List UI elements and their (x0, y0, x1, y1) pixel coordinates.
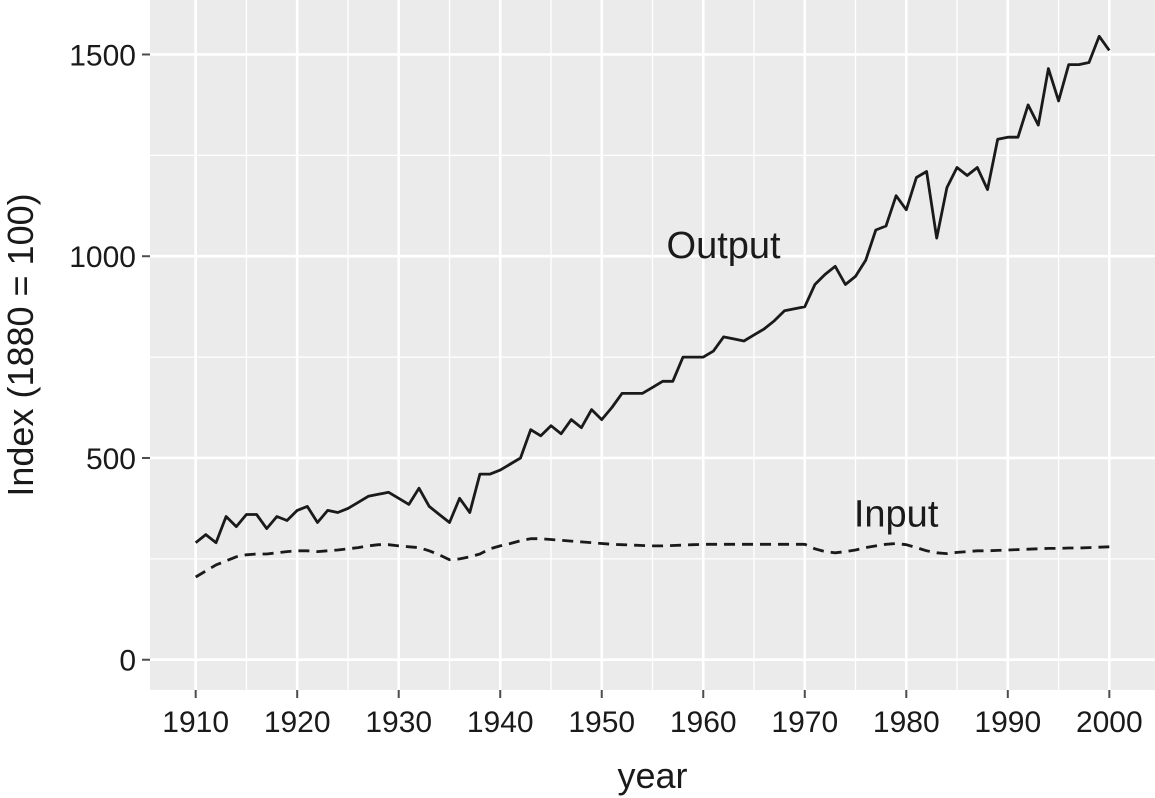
x-tick-label: 1960 (670, 706, 737, 739)
y-tick-label: 1500 (69, 39, 136, 72)
x-tick-label: 1990 (974, 706, 1041, 739)
series-line-output (194, 34, 1111, 545)
y-tick-label: 1000 (69, 241, 136, 274)
x-tick-label: 1950 (568, 706, 635, 739)
axes: 1910 1920 1930 1940 1950 1960 1970 1980 1990 2000… (69, 39, 1142, 739)
x-tick-label: 1970 (771, 706, 838, 739)
series-label-input: Input (854, 494, 939, 536)
series-line-input (194, 537, 1110, 579)
y-tick-label: 500 (86, 443, 136, 476)
y-axis-title: Index (1880 = 100) (0, 193, 41, 496)
x-tick-label: 1930 (365, 706, 432, 739)
x-tick-label: 1920 (264, 706, 331, 739)
x-tick-label: 1940 (467, 706, 534, 739)
x-tick-label: 1910 (162, 706, 229, 739)
grid-lines (150, 0, 1155, 690)
series-layer: Output Input (194, 34, 1111, 579)
x-tick-label: 1980 (873, 706, 940, 739)
y-tick-label: 0 (119, 645, 136, 678)
x-axis-title: year (617, 755, 687, 796)
x-tick-label: 2000 (1076, 706, 1143, 739)
series-label-output: Output (667, 225, 782, 267)
